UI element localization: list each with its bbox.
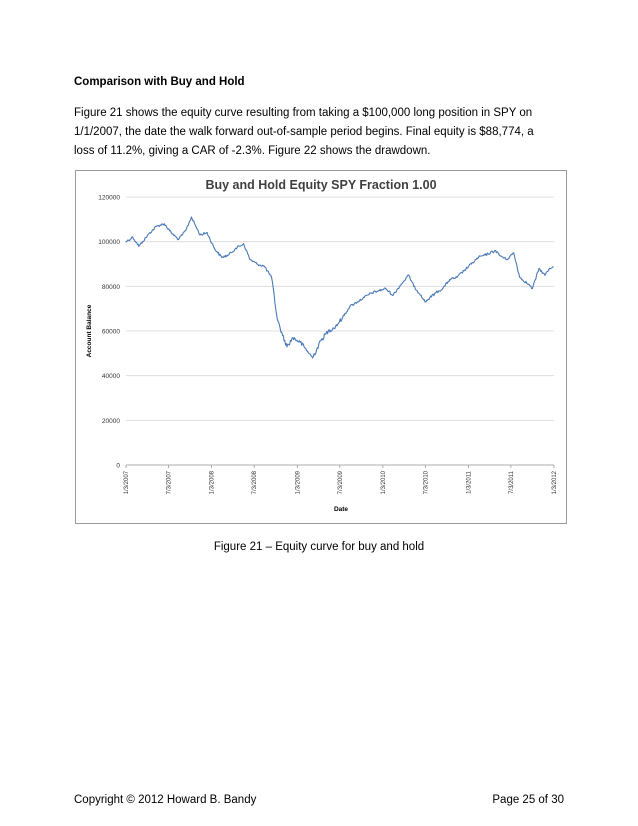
x-tick-label: 7/3/2010 (423, 470, 429, 494)
footer-page-number: Page 25 of 30 (492, 794, 564, 806)
equity-data-point (163, 223, 165, 225)
equity-data-point (413, 285, 415, 287)
equity-data-point (527, 283, 529, 285)
y-tick-label: 40000 (102, 373, 120, 380)
equity-data-point (552, 266, 554, 268)
equity-data-point (243, 243, 245, 245)
paragraph-line: Figure 21 shows the equity curve resulti… (74, 107, 533, 119)
x-axis-label: Date (334, 506, 348, 513)
y-tick-label: 0 (116, 463, 120, 470)
paragraph-line: loss of 11.2%, giving a CAR of -2.3%. Fi… (74, 145, 431, 157)
section-heading: Comparison with Buy and Hold (74, 76, 245, 88)
figure-caption: Figure 21 – Equity curve for buy and hol… (213, 541, 425, 553)
body-paragraph: Figure 21 shows the equity curve resulti… (74, 104, 570, 161)
equity-data-point (327, 330, 329, 332)
equity-data-point (199, 234, 201, 236)
x-tick-label: 7/3/2008 (252, 470, 258, 494)
x-tick-label: 7/3/2011 (509, 470, 515, 494)
equity-data-point (213, 247, 215, 249)
x-tick-label: 1/3/2008 (210, 470, 216, 494)
equity-data-point (392, 294, 394, 296)
equity-data-point (498, 254, 500, 256)
x-tick-label: 1/3/2012 (552, 470, 558, 494)
equity-data-point (477, 256, 480, 258)
equity-data-point (434, 292, 436, 294)
equity-data-point (519, 276, 521, 278)
equity-data-point (249, 258, 251, 261)
y-tick-label: 20000 (102, 418, 120, 425)
equity-data-point (470, 263, 472, 265)
equity-data-point (456, 276, 458, 278)
equity-data-point (142, 241, 144, 243)
equity-data-point (370, 292, 373, 294)
equity-data-point (263, 265, 265, 267)
equity-data-point (506, 258, 508, 261)
equity-data-point (311, 357, 314, 359)
equity-data-point (125, 241, 127, 243)
equity-data-point (270, 276, 273, 278)
equity-data-point (484, 254, 486, 256)
equity-data-point (149, 232, 151, 234)
equity-series-line (125, 216, 554, 359)
paragraph-line: 1/1/2007, the date the walk forward out-… (74, 126, 534, 138)
equity-data-point (363, 296, 365, 299)
equity-data-point (235, 247, 237, 249)
equity-data-point (495, 250, 497, 252)
equity-data-point (156, 225, 158, 227)
equity-data-point (132, 236, 134, 238)
equity-data-point (349, 305, 351, 308)
chart-title: Buy and Hold Equity SPY Fraction 1.00 (205, 178, 436, 192)
chart-canvas: Buy and Hold Equity SPY Fraction 1.00 Ac… (86, 178, 558, 513)
equity-data-point (276, 319, 279, 321)
x-tick-label: 7/3/2009 (338, 470, 344, 494)
x-tick-label: 1/3/2009 (295, 470, 301, 494)
equity-data-point (538, 267, 540, 270)
equity-data-point (356, 301, 358, 303)
equity-data-point (185, 229, 187, 232)
x-tick-label: 1/3/2011 (466, 470, 472, 494)
equity-data-point (398, 285, 401, 287)
equity-data-point (377, 290, 380, 292)
equity-data-point (531, 287, 534, 290)
equity-data-point (320, 339, 322, 341)
equity-chart: Buy and Hold Equity SPY Fraction 1.00 Ac… (75, 170, 567, 524)
equity-data-point (138, 245, 140, 247)
y-tick-label: 100000 (98, 239, 120, 246)
equity-data-point (334, 325, 337, 328)
x-tick-label: 1/3/2010 (381, 470, 387, 494)
equity-data-point (227, 254, 230, 256)
equity-data-point (420, 294, 422, 296)
equity-data-point (385, 287, 387, 290)
y-tick-label: 60000 (102, 329, 120, 336)
x-tick-label: 7/3/2007 (166, 470, 172, 494)
equity-data-point (286, 346, 288, 348)
y-tick-label: 120000 (98, 195, 120, 202)
equity-data-point (544, 274, 546, 276)
equity-data-point (424, 301, 426, 303)
y-axis-label: Account Balance (86, 304, 93, 357)
equity-data-point (408, 274, 410, 276)
equity-data-point (292, 337, 294, 339)
footer-copyright: Copyright © 2012 Howard B. Bandy (74, 794, 257, 806)
equity-data-point (177, 238, 180, 241)
equity-data-point (170, 232, 172, 234)
equity-data-point (190, 216, 192, 218)
equity-data-point (548, 267, 551, 270)
equity-data-point (221, 256, 223, 258)
equity-data-point (513, 252, 515, 254)
equity-data-point (281, 334, 284, 337)
equity-data-point (256, 263, 258, 265)
equity-data-point (299, 341, 301, 343)
equity-data-point (442, 287, 444, 290)
equity-data-point (449, 279, 451, 281)
equity-data-point (306, 350, 309, 352)
y-tick-label: 80000 (102, 284, 120, 291)
x-tick-label: 1/3/2007 (124, 470, 130, 494)
equity-data-point (206, 232, 208, 234)
equity-data-point (341, 317, 344, 319)
equity-data-point (463, 270, 465, 272)
